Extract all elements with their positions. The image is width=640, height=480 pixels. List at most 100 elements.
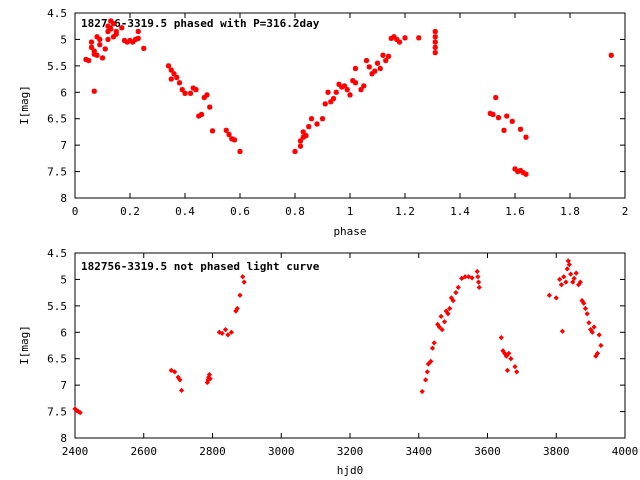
top-data-point bbox=[396, 39, 403, 45]
bottom-data-point bbox=[564, 266, 570, 272]
bottom-data-point bbox=[568, 271, 574, 277]
top-data-point bbox=[352, 80, 359, 86]
top-data-point bbox=[193, 87, 199, 93]
top-y-tick-labels: 4.5 5 5.5 6 6.5 7 7.5 8 bbox=[47, 7, 67, 205]
top-x-axis-title: phase bbox=[333, 225, 366, 238]
bottom-data-point bbox=[573, 270, 579, 276]
bottom-data-point bbox=[589, 329, 595, 335]
bottom-data-point bbox=[563, 279, 569, 285]
bottom-tick-marks bbox=[74, 252, 626, 439]
top-data-point bbox=[374, 60, 381, 66]
bottom-x-tick-label: 3000 bbox=[268, 445, 295, 458]
bottom-data-point bbox=[216, 329, 222, 335]
bottom-y-tick-label: 7.5 bbox=[47, 406, 67, 419]
bottom-data-point bbox=[172, 369, 178, 375]
top-data-point bbox=[517, 167, 524, 174]
bottom-data-point bbox=[439, 327, 445, 333]
bottom-data-point bbox=[475, 274, 481, 280]
bottom-data-point bbox=[428, 358, 434, 364]
bottom-data-point bbox=[581, 300, 587, 306]
bottom-y-tick-label: 4.5 bbox=[47, 247, 67, 260]
top-y-tick-label: 5.5 bbox=[47, 60, 67, 73]
bottom-data-point bbox=[582, 305, 589, 312]
top-x-tick-label: 1.2 bbox=[395, 205, 415, 218]
top-data-point bbox=[509, 118, 515, 124]
bottom-data-point bbox=[512, 364, 518, 370]
top-x-tick-label: 2 bbox=[622, 205, 629, 218]
bottom-data-point bbox=[424, 369, 430, 375]
bottom-data-point bbox=[455, 284, 461, 290]
bottom-data-point bbox=[77, 410, 83, 416]
top-data-point bbox=[347, 92, 353, 98]
bottom-data-point bbox=[240, 274, 246, 280]
top-data-point bbox=[231, 137, 238, 143]
bottom-x-tick-label: 3400 bbox=[406, 445, 433, 458]
bottom-data-point bbox=[469, 275, 475, 281]
bottom-data-point bbox=[503, 353, 510, 359]
top-data-point bbox=[330, 96, 337, 102]
top-data-point bbox=[113, 31, 119, 37]
top-x-tick-label: 0.2 bbox=[120, 205, 140, 218]
unphased-light-curve-panel: 4.5 5 5.5 6 6.5 7 7.5 8 2400 2600 2800 3000 3200 340… bbox=[18, 247, 638, 477]
bottom-y-tick-label: 8 bbox=[60, 432, 67, 445]
top-data-point bbox=[94, 52, 100, 58]
bottom-y-axis-title: I[mag] bbox=[18, 325, 31, 365]
bottom-data-point bbox=[204, 379, 210, 386]
top-data-point bbox=[306, 124, 312, 130]
top-y-tick-label: 6.5 bbox=[47, 113, 67, 126]
bottom-x-tick-labels: 2400 2600 2800 3000 3200 3400 3600 3800 4000 bbox=[62, 445, 639, 458]
bottom-data-point bbox=[566, 262, 572, 268]
top-data-point bbox=[86, 57, 92, 64]
bottom-y-tick-labels: 4.5 5 5.5 6 6.5 7 7.5 8 bbox=[47, 247, 67, 445]
bottom-plot-frame bbox=[74, 252, 626, 439]
bottom-data-point bbox=[558, 282, 565, 288]
bottom-data-points bbox=[72, 258, 604, 416]
phased-light-curve-panel: 4.5 5 5.5 6 6.5 7 7.5 8 0 0.2 0.4 0.6 0.8 1 1.2 1.4 1.6… bbox=[18, 7, 628, 238]
top-data-point bbox=[517, 126, 524, 132]
top-data-point bbox=[383, 57, 389, 64]
top-data-point bbox=[523, 134, 529, 140]
top-data-point bbox=[495, 115, 502, 121]
bottom-data-point bbox=[222, 327, 229, 333]
bottom-data-point bbox=[429, 345, 436, 351]
top-y-axis-title: I[mag] bbox=[18, 85, 31, 125]
top-data-point bbox=[110, 20, 117, 27]
top-y-tick-label: 7 bbox=[60, 139, 67, 152]
bottom-y-tick-label: 6 bbox=[60, 326, 67, 339]
top-data-point bbox=[297, 143, 304, 149]
bottom-data-point bbox=[453, 290, 459, 296]
top-data-point bbox=[308, 116, 315, 122]
bottom-data-point bbox=[450, 297, 456, 304]
bottom-data-point bbox=[206, 371, 213, 378]
bottom-data-point bbox=[577, 279, 583, 285]
top-x-tick-label: 1.6 bbox=[505, 205, 525, 218]
bottom-data-point bbox=[561, 274, 567, 280]
bottom-data-point bbox=[419, 388, 425, 395]
top-data-point bbox=[344, 87, 350, 93]
top-data-point bbox=[223, 127, 229, 133]
top-x-tick-label: 0.4 bbox=[175, 205, 195, 218]
top-x-tick-label: 0.8 bbox=[285, 205, 305, 218]
top-data-point bbox=[366, 64, 372, 70]
bottom-data-point bbox=[423, 377, 429, 383]
top-data-point bbox=[501, 127, 507, 133]
bottom-y-tick-label: 5 bbox=[60, 273, 67, 286]
top-data-point bbox=[88, 39, 95, 45]
top-data-point bbox=[432, 34, 438, 40]
top-data-point bbox=[416, 35, 422, 41]
top-data-point bbox=[352, 65, 359, 72]
top-tick-marks bbox=[74, 12, 626, 199]
top-data-point bbox=[174, 74, 180, 81]
top-data-point bbox=[135, 35, 141, 41]
top-data-point bbox=[314, 121, 320, 127]
top-data-point bbox=[99, 55, 106, 61]
top-data-point bbox=[91, 88, 97, 94]
top-data-point bbox=[292, 148, 298, 155]
bottom-data-point bbox=[506, 350, 512, 357]
bottom-data-point bbox=[498, 334, 504, 341]
top-data-point bbox=[182, 90, 188, 96]
top-plot-title: 182756-3319.5 phased with P=316.2day bbox=[81, 17, 320, 30]
top-data-point bbox=[325, 89, 331, 95]
top-y-tick-label: 5 bbox=[60, 33, 67, 46]
